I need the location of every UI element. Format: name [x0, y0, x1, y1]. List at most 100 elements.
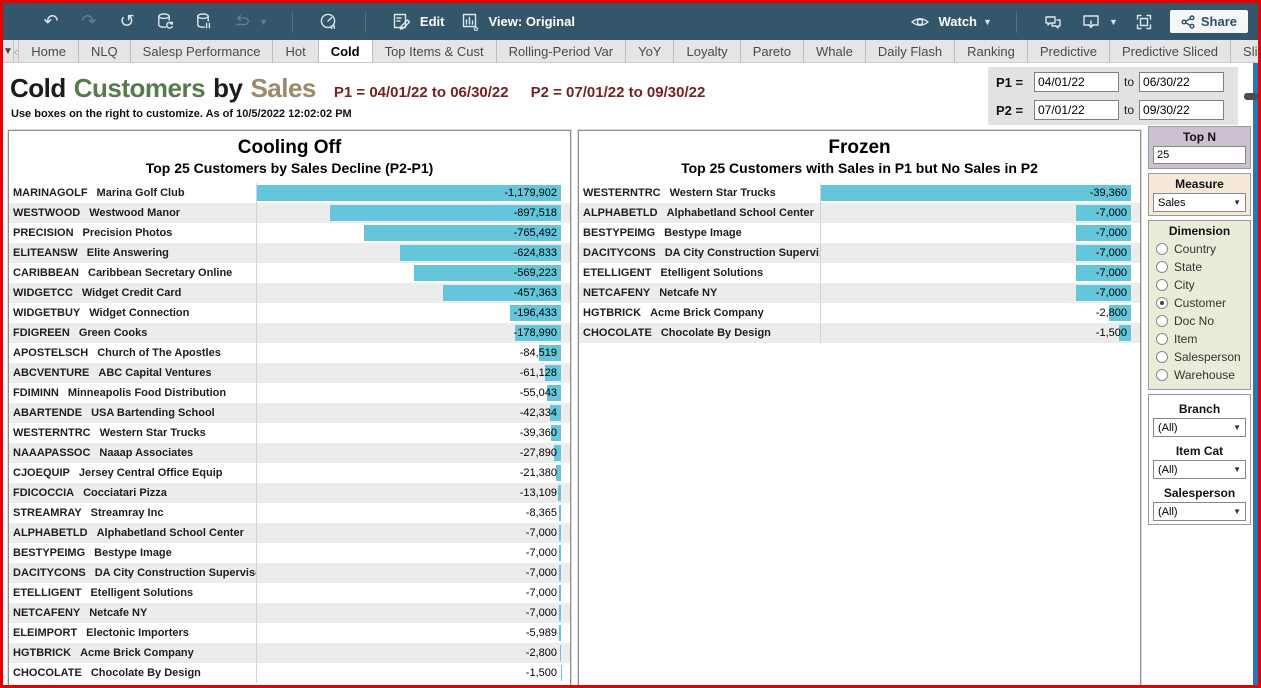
sales-decline-bar[interactable] — [559, 625, 561, 641]
scrollbar-thumb[interactable] — [1244, 93, 1258, 100]
sales-decline-bar[interactable] — [510, 305, 561, 321]
chart-row-westwood[interactable]: WESTWOOD Westwood Manor -897,518 — [9, 203, 570, 223]
chart-row-westerntrc[interactable]: WESTERNTRC Western Star Trucks -39,360 — [9, 423, 570, 443]
tab-cold[interactable]: Cold — [318, 40, 373, 62]
filter-select-item-cat[interactable]: (All) ▼ — [1153, 460, 1246, 479]
tab-top-items-cust[interactable]: Top Items & Cust — [373, 40, 497, 62]
pause-auto-updates-icon[interactable] — [191, 10, 215, 34]
tab-sli[interactable]: Sli — [1231, 40, 1258, 62]
sales-decline-bar[interactable] — [557, 485, 561, 501]
sales-decline-bar[interactable] — [514, 325, 561, 341]
chart-row-widgetcc[interactable]: WIDGETCC Widget Credit Card -457,363 — [9, 283, 570, 303]
chart-row-cjoequip[interactable]: CJOEQUIP Jersey Central Office Equip -21,3… — [9, 463, 570, 483]
view-original-button[interactable]: View: Original — [458, 10, 575, 34]
chart-row-westerntrc[interactable]: WESTERNTRC Western Star Trucks -39,360 — [579, 183, 1140, 203]
comments-icon[interactable] — [1041, 10, 1065, 34]
sales-decline-bar[interactable] — [560, 645, 561, 661]
sales-decline-bar[interactable] — [559, 565, 561, 581]
sales-decline-bar[interactable] — [414, 265, 561, 281]
chart-row-eleimport[interactable]: ELEIMPORT Electonic Importers -5,989 — [9, 623, 570, 643]
chart-row-abcventure[interactable]: ABCVENTURE ABC Capital Ventures -61,128 — [9, 363, 570, 383]
topn-input[interactable] — [1153, 146, 1246, 164]
sales-decline-bar[interactable] — [363, 225, 561, 241]
dimension-radio-warehouse[interactable]: Warehouse — [1156, 366, 1250, 384]
chart-row-marinagolf[interactable]: MARINAGOLF Marina Golf Club -1,179,902 — [9, 183, 570, 203]
sales-decline-bar[interactable] — [550, 405, 561, 421]
sales-decline-bar[interactable] — [545, 365, 561, 381]
chart-row-precision[interactable]: PRECISION Precision Photos -765,492 — [9, 223, 570, 243]
undo-icon[interactable]: ↶ — [43, 10, 59, 32]
chart-row-bestypeimg[interactable]: BESTYPEIMG Bestype Image -7,000 — [579, 223, 1140, 243]
tab-rolling-period-var[interactable]: Rolling-Period Var — [497, 40, 627, 62]
dimension-radio-city[interactable]: City — [1156, 276, 1250, 294]
fullscreen-icon[interactable] — [1132, 10, 1156, 34]
tab-loyalty[interactable]: Loyalty — [674, 40, 741, 62]
chart-row-hgtbrick[interactable]: HGTBRICK Acme Brick Company -2,800 — [579, 303, 1140, 323]
watch-button[interactable]: Watch ▼ — [908, 10, 992, 34]
chart-row-eliteansw[interactable]: ELITEANSW Elite Answering -624,833 — [9, 243, 570, 263]
sales-decline-bar[interactable] — [558, 505, 561, 521]
sales-decline-bar[interactable] — [553, 445, 561, 461]
tab-ranking[interactable]: Ranking — [955, 40, 1028, 62]
tab-whale[interactable]: Whale — [804, 40, 866, 62]
sales-decline-bar[interactable] — [1119, 325, 1131, 341]
sales-decline-bar[interactable] — [821, 185, 1131, 201]
tab-hot[interactable]: Hot — [273, 40, 319, 62]
tab-predictive-sliced[interactable]: Predictive Sliced — [1110, 40, 1232, 62]
p2-start-input[interactable] — [1034, 100, 1119, 120]
p2-end-input[interactable] — [1139, 100, 1225, 120]
chart-row-netcafeny[interactable]: NETCAFENY Netcafe NY -7,000 — [579, 283, 1140, 303]
tab-salesp-performance[interactable]: Salesp Performance — [131, 40, 274, 62]
tab-home[interactable]: Home — [19, 40, 79, 62]
sales-decline-bar[interactable] — [400, 245, 561, 261]
tab-pareto[interactable]: Pareto — [741, 40, 804, 62]
dimension-radio-item[interactable]: Item — [1156, 330, 1250, 348]
chart-row-abartende[interactable]: ABARTENDE USA Bartending School -42,334 — [9, 403, 570, 423]
chart-row-hgtbrick[interactable]: HGTBRICK Acme Brick Company -2,800 — [9, 643, 570, 663]
chart-row-fdicoccia[interactable]: FDICOCCIA Cocciatari Pizza -13,109 — [9, 483, 570, 503]
filter-select-branch[interactable]: (All) ▼ — [1153, 418, 1246, 437]
sales-decline-bar[interactable] — [546, 385, 561, 401]
sales-decline-bar[interactable] — [1075, 285, 1131, 301]
chart-row-naaapassoc[interactable]: NAAAPASSOC Naaap Associates -27,890 — [9, 443, 570, 463]
chart-row-apostelsch[interactable]: APOSTELSCH Church of The Apostles -84,519 — [9, 343, 570, 363]
tab-scroll-left-icon[interactable]: ‹ — [14, 40, 20, 62]
p1-end-input[interactable] — [1139, 72, 1225, 92]
share-button[interactable]: Share — [1169, 10, 1248, 33]
sales-decline-bar[interactable] — [1075, 265, 1131, 281]
sales-decline-bar[interactable] — [550, 425, 561, 441]
tab-menu-caret-icon[interactable]: ▼ — [3, 40, 14, 62]
sales-decline-bar[interactable] — [1075, 205, 1131, 221]
sales-decline-bar[interactable] — [559, 545, 561, 561]
chart-row-etelligent[interactable]: ETELLIGENT Etelligent Solutions -7,000 — [579, 263, 1140, 283]
edit-button[interactable]: Edit — [390, 10, 444, 34]
tab-yoy[interactable]: YoY — [626, 40, 675, 62]
chart-row-widgetbuy[interactable]: WIDGETBUY Widget Connection -196,433 — [9, 303, 570, 323]
chart-row-dacitycons[interactable]: DACITYCONS DA City Construction Supervi..… — [579, 243, 1140, 263]
chart-row-dacitycons[interactable]: DACITYCONS DA City Construction Superviso… — [9, 563, 570, 583]
tab-predictive[interactable]: Predictive — [1028, 40, 1110, 62]
sales-decline-bar[interactable] — [329, 205, 561, 221]
chart-row-chocolate[interactable]: CHOCOLATE Chocolate By Design -1,500 — [579, 323, 1140, 343]
chart-row-alphabetld[interactable]: ALPHABETLD Alphabetland School Center -7,0… — [9, 523, 570, 543]
p1-start-input[interactable] — [1034, 72, 1119, 92]
chart-row-streamray[interactable]: STREAMRAY Streamray Inc -8,365 — [9, 503, 570, 523]
sales-decline-bar[interactable] — [559, 525, 561, 541]
chart-row-chocolate[interactable]: CHOCOLATE Chocolate By Design -1,500 — [9, 663, 570, 683]
sales-decline-bar[interactable] — [555, 465, 561, 481]
sales-decline-bar[interactable] — [443, 285, 561, 301]
performance-gauge-icon[interactable] — [317, 10, 341, 34]
sales-decline-bar[interactable] — [257, 185, 561, 201]
dimension-radio-doc-no[interactable]: Doc No — [1156, 312, 1250, 330]
refresh-data-source-icon[interactable] — [153, 10, 177, 34]
dimension-radio-country[interactable]: Country — [1156, 240, 1250, 258]
chart-row-caribbean[interactable]: CARIBBEAN Caribbean Secretary Online -569,… — [9, 263, 570, 283]
dimension-radio-salesperson[interactable]: Salesperson — [1156, 348, 1250, 366]
download-button[interactable]: ▼ — [1079, 10, 1118, 34]
sales-decline-bar[interactable] — [559, 585, 561, 601]
redo-icon[interactable]: ↷ — [81, 10, 97, 32]
chart-row-alphabetld[interactable]: ALPHABETLD Alphabetland School Center -7,0… — [579, 203, 1140, 223]
filter-select-salesperson[interactable]: (All) ▼ — [1153, 502, 1246, 521]
run-flow-button[interactable]: ▼ — [229, 10, 268, 34]
sales-decline-bar[interactable] — [1108, 305, 1131, 321]
